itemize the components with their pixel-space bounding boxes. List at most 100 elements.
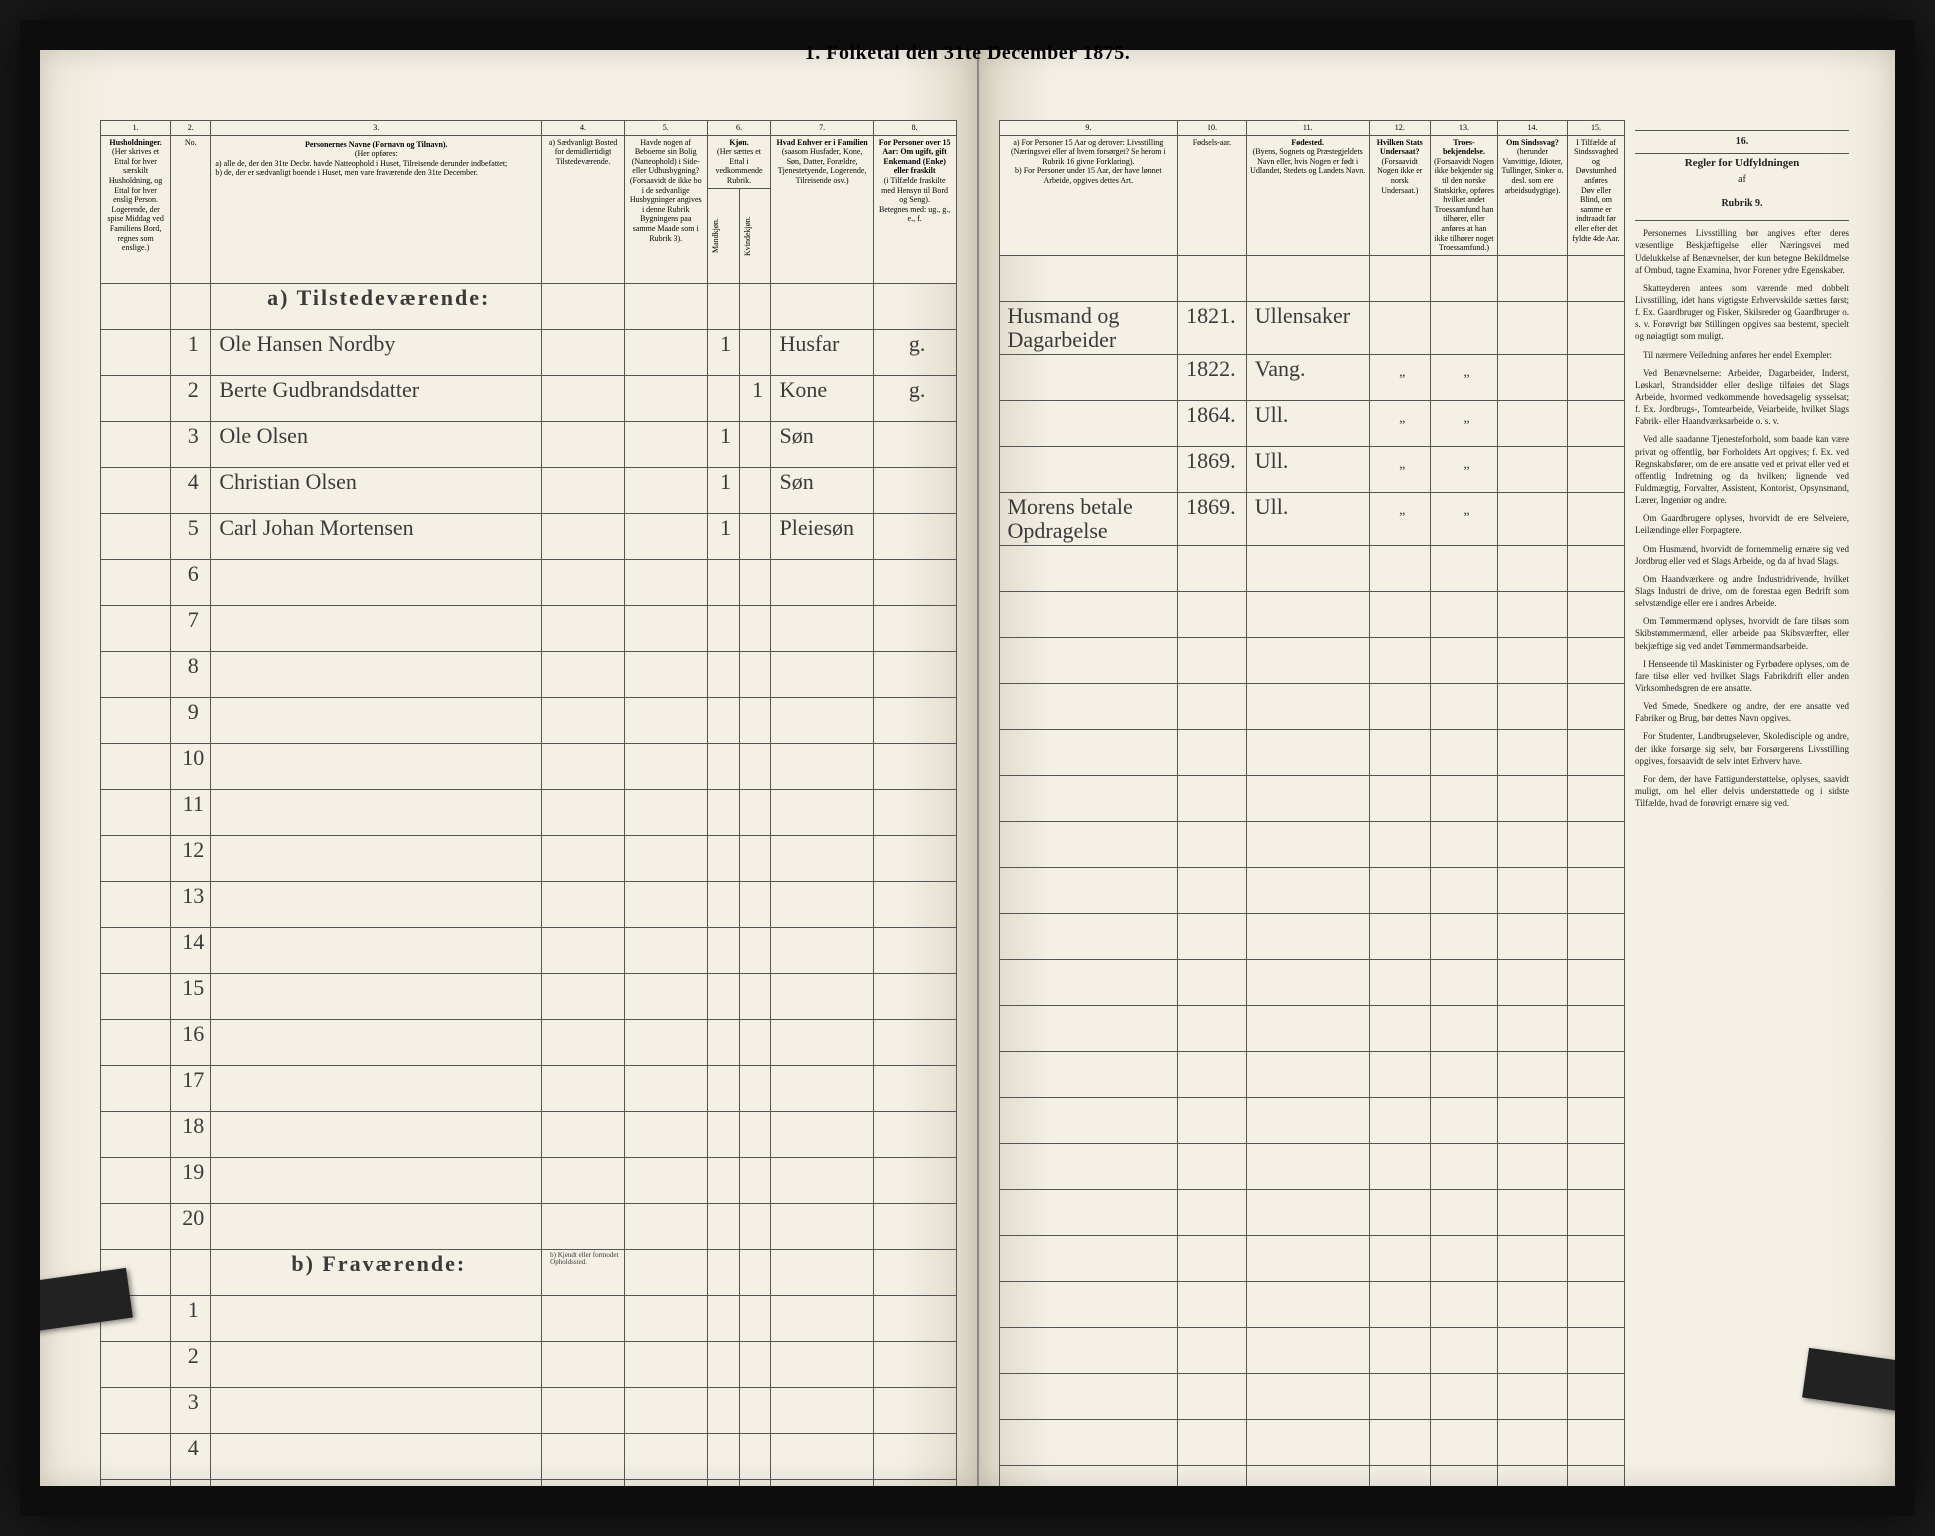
cell-subject: „ bbox=[1369, 447, 1430, 493]
hdr-6: Kjøn. (Her sættes et Ettal i vedkommende… bbox=[707, 135, 771, 188]
cell-faith: „ bbox=[1430, 355, 1497, 401]
row-num: 2 bbox=[171, 375, 211, 421]
cell-subject: „ bbox=[1369, 401, 1430, 447]
table-row: 6 bbox=[101, 559, 957, 605]
sidebar-sub: af bbox=[1635, 173, 1849, 187]
cell-birthyear: 1822. bbox=[1178, 355, 1247, 401]
hdr-3a: a) alle de, der den 31te Decbr. havde Na… bbox=[215, 159, 537, 169]
table-row bbox=[999, 592, 1625, 638]
table-row: 1869.Ull.„„ bbox=[999, 447, 1625, 493]
hdr-12t: Hvilken Stats Undersaat? bbox=[1377, 138, 1423, 157]
hdr-8: For Personer over 15 Aar: Om ugift, gift… bbox=[873, 135, 956, 283]
hdr-5s: (Forsaavidt de ikke bo i de sedvanlige H… bbox=[630, 176, 702, 243]
right-page: 9. 10. 11. 12. 13. 14. 15. a) For Person… bbox=[979, 50, 1896, 1486]
col-7-num: 7. bbox=[771, 121, 873, 136]
sidebar-p13: For dem, der have Fattigunderstøttelse, … bbox=[1635, 773, 1849, 809]
hdr-6s: (Her sættes et Ettal i vedkommende Rubri… bbox=[715, 147, 762, 185]
row-num: 14 bbox=[171, 927, 211, 973]
table-row: 7 bbox=[101, 605, 957, 651]
cell-subject: „ bbox=[1369, 493, 1430, 546]
row-num: 3 bbox=[171, 421, 211, 467]
row-num: 13 bbox=[171, 881, 211, 927]
hdr-13: Troes-bekjendelse. (Forsaavidt Nogen ikk… bbox=[1430, 135, 1497, 255]
table-row: Morens betale Opdragelse1869.Ull.„„ bbox=[999, 493, 1625, 546]
row-num: 1 bbox=[171, 1295, 211, 1341]
table-row: 15 bbox=[101, 973, 957, 1019]
sidebar-p1: Personernes Livsstilling bør angives eft… bbox=[1635, 227, 1849, 276]
hdr-1-note2: Logerende, der spise Middag ved Familien… bbox=[107, 205, 163, 252]
table-row: 3 bbox=[101, 1387, 957, 1433]
col-5-num: 5. bbox=[624, 121, 707, 136]
cell-family: Husfar bbox=[771, 329, 873, 375]
hdr-13t: Troes-bekjendelse. bbox=[1443, 138, 1485, 157]
sidebar-p8: Om Haandværkere og andre Industridrivend… bbox=[1635, 573, 1849, 609]
page-title: 1. Folketal den 31te December 1875. bbox=[805, 42, 1130, 65]
row-num: 4 bbox=[171, 467, 211, 513]
hdr-11: Fødested. (Byens, Sognets og Præstegjeld… bbox=[1246, 135, 1369, 255]
col-1-num: 1. bbox=[101, 121, 171, 136]
hdr-5: Havde nogen af Beboerne sin Bolig (Natte… bbox=[624, 135, 707, 283]
table-row bbox=[999, 638, 1625, 684]
cell-faith: „ bbox=[1430, 447, 1497, 493]
sidebar-p2: Skatteyderen antees som værende med dobb… bbox=[1635, 282, 1849, 343]
left-page: 1. 2. 3. 4. 5. 6. 7. 8. Husholdninger. (… bbox=[40, 50, 979, 1486]
table-row: 3Ole Olsen1Søn bbox=[101, 421, 957, 467]
hdr-7s: (saasom Husfader, Kone, Søn, Datter, For… bbox=[778, 147, 867, 185]
cell-occupation bbox=[999, 401, 1178, 447]
sidebar-p10: I Henseende til Maskinister og Fyrbødere… bbox=[1635, 658, 1849, 694]
row-num: 19 bbox=[171, 1157, 211, 1203]
hdr-8s: (i Tilfælde fraskilte med Hensyn til Bor… bbox=[881, 176, 948, 204]
census-table-left: 1. 2. 3. 4. 5. 6. 7. 8. Husholdninger. (… bbox=[100, 120, 957, 1486]
table-row bbox=[999, 960, 1625, 1006]
table-row: 18 bbox=[101, 1111, 957, 1157]
cell-occupation bbox=[999, 355, 1178, 401]
cell-occupation: Morens betale Opdragelse bbox=[999, 493, 1178, 546]
table-row bbox=[999, 868, 1625, 914]
row-num: 11 bbox=[171, 789, 211, 835]
table-row bbox=[999, 1466, 1625, 1486]
table-row: 11 bbox=[101, 789, 957, 835]
cell-sex-k: 1 bbox=[739, 375, 771, 421]
row-num: 18 bbox=[171, 1111, 211, 1157]
row-num: 2 bbox=[171, 1341, 211, 1387]
hdr-6m-txt: Mandkjøn. bbox=[711, 191, 721, 281]
cell-birthyear: 1864. bbox=[1178, 401, 1247, 447]
cell-sex-m: 1 bbox=[707, 329, 739, 375]
row-num: 9 bbox=[171, 697, 211, 743]
hdr-15t: I Tilfælde af Sindssvaghed og Døvstumhed… bbox=[1574, 138, 1618, 185]
cell-name: Christian Olsen bbox=[211, 467, 542, 513]
row-num: 20 bbox=[171, 1203, 211, 1249]
sidebar-p11: Ved Smede, Snedkere og andre, der ere an… bbox=[1635, 700, 1849, 724]
table-row bbox=[999, 1328, 1625, 1374]
col-14-num: 14. bbox=[1497, 121, 1567, 136]
table-row bbox=[999, 1098, 1625, 1144]
hdr-13s: (Forsaavidt Nogen ikke bekjender sig til… bbox=[1434, 157, 1494, 252]
hdr-1-note: (Her skrives et Ettal for hver særskilt … bbox=[109, 147, 162, 204]
cell-sex-m: 1 bbox=[707, 467, 739, 513]
table-row bbox=[999, 1420, 1625, 1466]
hdr-4b: b) Kjendt eller formodet Opholdssted. bbox=[542, 1249, 625, 1295]
cell-name: Carl Johan Mortensen bbox=[211, 513, 542, 559]
row-num: 4 bbox=[171, 1433, 211, 1479]
cell-family: Søn bbox=[771, 467, 873, 513]
hdr-9: a) For Personer 15 Aar og derover: Livss… bbox=[999, 135, 1178, 255]
cell-sex-k bbox=[739, 329, 771, 375]
col-16-num: 16. bbox=[1635, 134, 1849, 150]
hdr-9a: a) For Personer 15 Aar og derover: Livss… bbox=[1003, 138, 1175, 167]
table-row: 12 bbox=[101, 835, 957, 881]
section-b-row-r bbox=[999, 1236, 1625, 1282]
table-row bbox=[999, 730, 1625, 776]
table-row: 1864.Ull.„„ bbox=[999, 401, 1625, 447]
hdr-1-title: Husholdninger. bbox=[109, 138, 161, 147]
hdr-6m: Mandkjøn. bbox=[707, 188, 739, 283]
table-row bbox=[999, 1006, 1625, 1052]
table-row: 4Christian Olsen 1 Søn bbox=[101, 467, 957, 513]
cell-sex-m bbox=[707, 375, 739, 421]
hdr-15s: Døv eller Blind, om samme er indtraadt f… bbox=[1572, 186, 1619, 243]
table-row bbox=[999, 1144, 1625, 1190]
sidebar-p4: Ved Benævnelserne: Arbeider, Dagarbeider… bbox=[1635, 367, 1849, 428]
cell-marital bbox=[873, 421, 956, 467]
table-row: 1822.Vang.„„ bbox=[999, 355, 1625, 401]
hdr-3b: b) de, der er sædvanligt boende i Huset,… bbox=[215, 168, 537, 178]
col-11-num: 11. bbox=[1246, 121, 1369, 136]
